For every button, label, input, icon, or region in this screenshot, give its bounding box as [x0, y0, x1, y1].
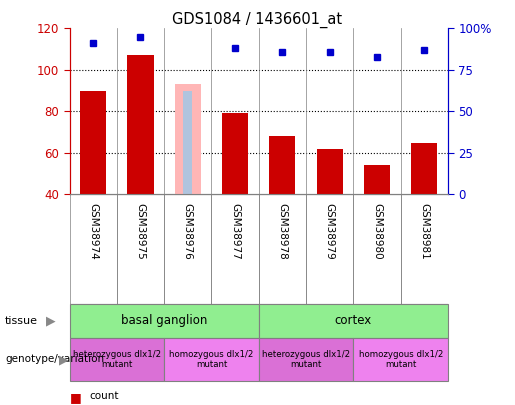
Text: ■: ■ [70, 391, 81, 404]
Bar [353, 338, 448, 381]
Text: genotype/variation: genotype/variation [5, 354, 104, 364]
Text: GSM38976: GSM38976 [183, 203, 193, 260]
Bar [259, 304, 448, 338]
Bar [175, 84, 201, 194]
Bar [222, 113, 248, 194]
Bar [364, 165, 390, 194]
Text: count: count [89, 391, 118, 401]
Bar [259, 338, 353, 381]
Bar [269, 136, 296, 194]
Bar [183, 91, 193, 194]
Text: heterozygous dlx1/2
mutant: heterozygous dlx1/2 mutant [73, 350, 161, 369]
Text: homozygous dlx1/2
mutant: homozygous dlx1/2 mutant [358, 350, 443, 369]
Bar [70, 338, 164, 381]
Bar [164, 338, 259, 381]
Text: ▶: ▶ [59, 353, 69, 366]
Bar [128, 55, 153, 194]
Bar [80, 91, 106, 194]
Text: basal ganglion: basal ganglion [121, 314, 208, 328]
Text: GDS1084 / 1436601_at: GDS1084 / 1436601_at [173, 12, 342, 28]
Text: GSM38981: GSM38981 [419, 203, 430, 260]
Text: heterozygous dlx1/2
mutant: heterozygous dlx1/2 mutant [262, 350, 350, 369]
Text: tissue: tissue [5, 316, 38, 326]
Text: GSM38975: GSM38975 [135, 203, 146, 260]
Bar [411, 143, 437, 194]
Bar [70, 304, 259, 338]
Bar [317, 149, 343, 194]
Text: homozygous dlx1/2
mutant: homozygous dlx1/2 mutant [169, 350, 254, 369]
Text: GSM38977: GSM38977 [230, 203, 240, 260]
Text: GSM38979: GSM38979 [325, 203, 335, 260]
Text: GSM38978: GSM38978 [278, 203, 287, 260]
Text: GSM38980: GSM38980 [372, 203, 382, 260]
Text: cortex: cortex [335, 314, 372, 328]
Text: ▶: ▶ [46, 314, 56, 328]
Text: GSM38974: GSM38974 [88, 203, 98, 260]
